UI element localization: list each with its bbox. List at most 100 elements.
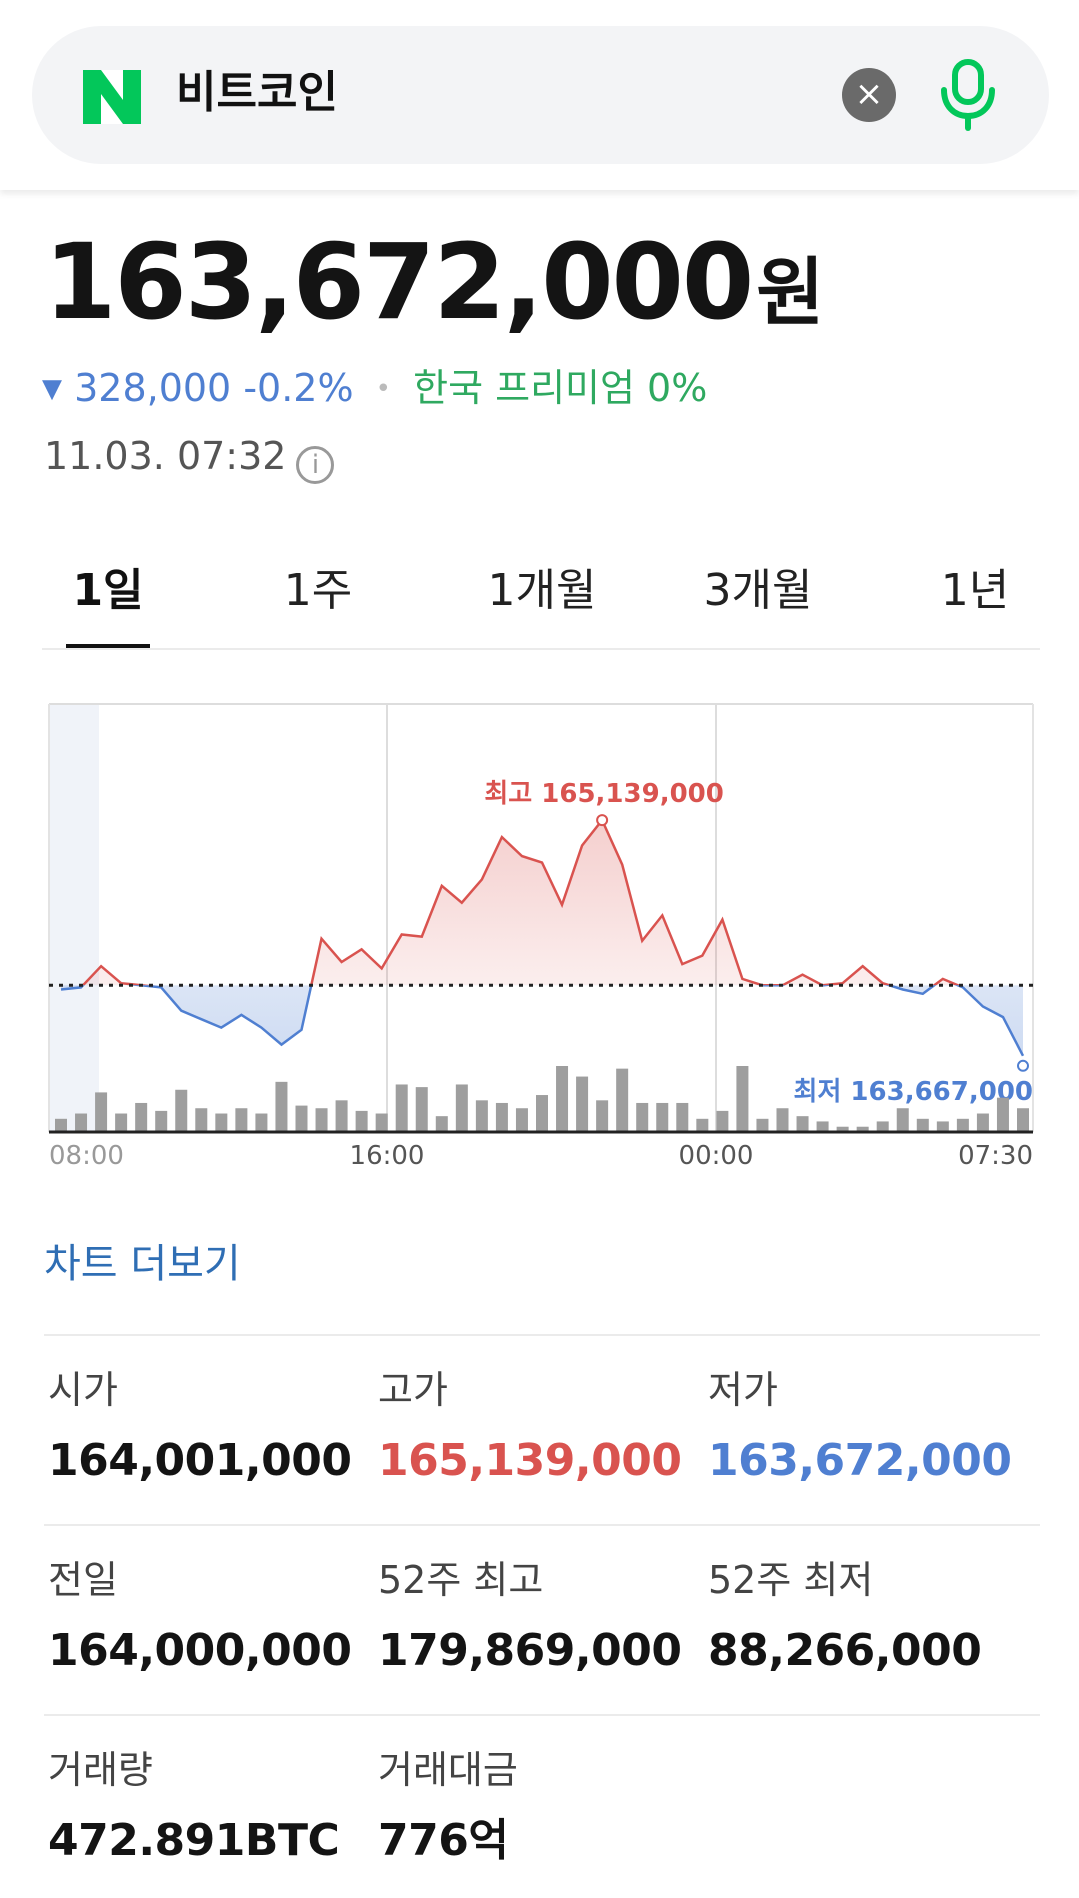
stat-label: 시가	[48, 1368, 118, 1412]
volume-bar	[335, 1100, 348, 1132]
volume-bar	[656, 1102, 669, 1132]
stat-value: 164,001,000	[48, 1435, 352, 1486]
stat-52w-high: 52주 최고 179,869,000	[378, 1554, 682, 1684]
volume-bar	[616, 1068, 629, 1132]
volume-bar	[295, 1105, 308, 1132]
stat-label: 52주 최저	[708, 1558, 874, 1602]
tab-1month[interactable]: 1개월	[487, 565, 597, 616]
x-tick-label: 07:30	[958, 1141, 1033, 1171]
search-header: 비트코인 ×	[0, 0, 1079, 190]
volume-bar	[976, 1113, 989, 1132]
volume-bar	[175, 1089, 188, 1132]
volume-bar	[395, 1084, 408, 1132]
volume-bar	[375, 1113, 388, 1132]
volume-bar	[195, 1108, 208, 1132]
period-tabs: 1일 1주 1개월 3개월 1년	[42, 556, 1040, 650]
microphone-icon[interactable]	[938, 58, 998, 132]
volume-bar	[355, 1110, 368, 1132]
x-tick-label: 00:00	[679, 1141, 754, 1171]
stat-label: 52주 최고	[378, 1558, 544, 1602]
volume-bar	[936, 1121, 949, 1132]
volume-bar	[255, 1113, 268, 1132]
tab-1year[interactable]: 1년	[940, 565, 1010, 616]
volume-bar	[996, 1097, 1009, 1132]
more-chart-link[interactable]: 차트 더보기	[44, 1241, 241, 1287]
tab-1week[interactable]: 1주	[283, 565, 353, 616]
volume-bar	[1017, 1108, 1029, 1132]
stats-table: 시가 164,001,000 고가 165,139,000 저가 163,672…	[44, 1334, 1040, 1898]
volume-bar	[696, 1118, 709, 1132]
volume-bar	[836, 1126, 849, 1132]
volume-bar	[495, 1102, 508, 1132]
area-below	[61, 985, 1023, 1056]
price-unit: 원	[756, 250, 825, 336]
volume-bar	[916, 1118, 929, 1132]
stat-high: 고가 165,139,000	[378, 1364, 682, 1494]
stat-value: 164,000,000	[48, 1625, 352, 1676]
stat-value: 776억	[378, 1815, 509, 1866]
volume-bar	[816, 1121, 829, 1132]
tab-1day[interactable]: 1일	[72, 565, 144, 616]
price-change: 328,000 -0.2%	[74, 366, 354, 410]
tab-3month[interactable]: 3개월	[703, 565, 813, 616]
low-label: 최저 163,667,000	[794, 1077, 1033, 1107]
search-input[interactable]: 비트코인	[176, 67, 338, 118]
volume-bar	[315, 1108, 328, 1132]
stat-open: 시가 164,001,000	[48, 1364, 352, 1494]
session-shade	[49, 704, 99, 1132]
volume-bar	[135, 1102, 148, 1132]
volume-bar	[736, 1066, 749, 1132]
stats-row: 거래량 472.891BTC 거래대금 776억	[44, 1716, 1040, 1898]
volume-bar	[756, 1118, 769, 1132]
stat-value: 472.891BTC	[48, 1815, 340, 1866]
price-chart[interactable]: 최고 165,139,000 최저 163,667,000 08:00 16:00 00…	[0, 690, 1079, 1180]
chart-svg: 최고 165,139,000 최저 163,667,000 08:00 16:00 00…	[48, 703, 1034, 1171]
volume-bar	[75, 1113, 88, 1132]
stat-label: 거래량	[48, 1748, 153, 1792]
korea-premium: 한국 프리미엄 0%	[413, 366, 708, 410]
price-timestamp: 11.03. 07:32	[44, 434, 287, 478]
volume-bar	[896, 1108, 909, 1132]
volume-bar	[215, 1113, 228, 1132]
price-line-down	[60, 985, 1025, 1057]
volume-bar	[155, 1110, 168, 1132]
active-tab-indicator	[66, 644, 150, 648]
volume-bar	[435, 1116, 448, 1132]
naver-logo-icon[interactable]	[83, 70, 141, 124]
volume-bar	[956, 1118, 969, 1132]
price-value: 163,672,000	[44, 221, 754, 343]
stat-value: 88,266,000	[708, 1625, 982, 1676]
clear-icon[interactable]: ×	[842, 68, 896, 122]
stat-trade-value: 거래대금 776억	[378, 1744, 518, 1874]
volume-bar	[455, 1084, 468, 1132]
stat-label: 전일	[48, 1558, 118, 1602]
volume-bar	[115, 1113, 128, 1132]
stat-label: 저가	[708, 1368, 778, 1412]
info-icon[interactable]: i	[296, 446, 335, 484]
volume-bar	[716, 1110, 729, 1132]
volume-bar	[876, 1121, 889, 1132]
volume-bar	[55, 1118, 67, 1132]
x-tick-label: 16:00	[350, 1141, 425, 1171]
current-price: 163,672,000원	[44, 222, 824, 342]
stat-low: 저가 163,672,000	[708, 1364, 1012, 1494]
volume-bar	[235, 1108, 248, 1132]
x-tick-label: 08:00	[49, 1141, 124, 1171]
price-line-up	[81, 817, 962, 986]
volume-bar	[596, 1100, 609, 1132]
low-marker	[1017, 1059, 1029, 1072]
separator-dot: •	[375, 374, 392, 404]
stat-52w-low: 52주 최저 88,266,000	[708, 1554, 982, 1684]
volume-bar	[796, 1116, 809, 1132]
price-change-row: ▼ 328,000 -0.2% • 한국 프리미엄 0%	[42, 364, 707, 413]
volume-bar	[95, 1092, 108, 1132]
volume-bar	[275, 1081, 288, 1132]
volume-bar	[636, 1102, 649, 1132]
area-above	[61, 820, 1023, 986]
high-label: 최고 165,139,000	[484, 779, 723, 809]
down-arrow-icon: ▼	[42, 374, 62, 404]
stat-value: 179,869,000	[378, 1625, 682, 1676]
volume-bar	[415, 1087, 428, 1132]
volume-bar	[856, 1126, 869, 1132]
volume-bar	[475, 1100, 488, 1132]
